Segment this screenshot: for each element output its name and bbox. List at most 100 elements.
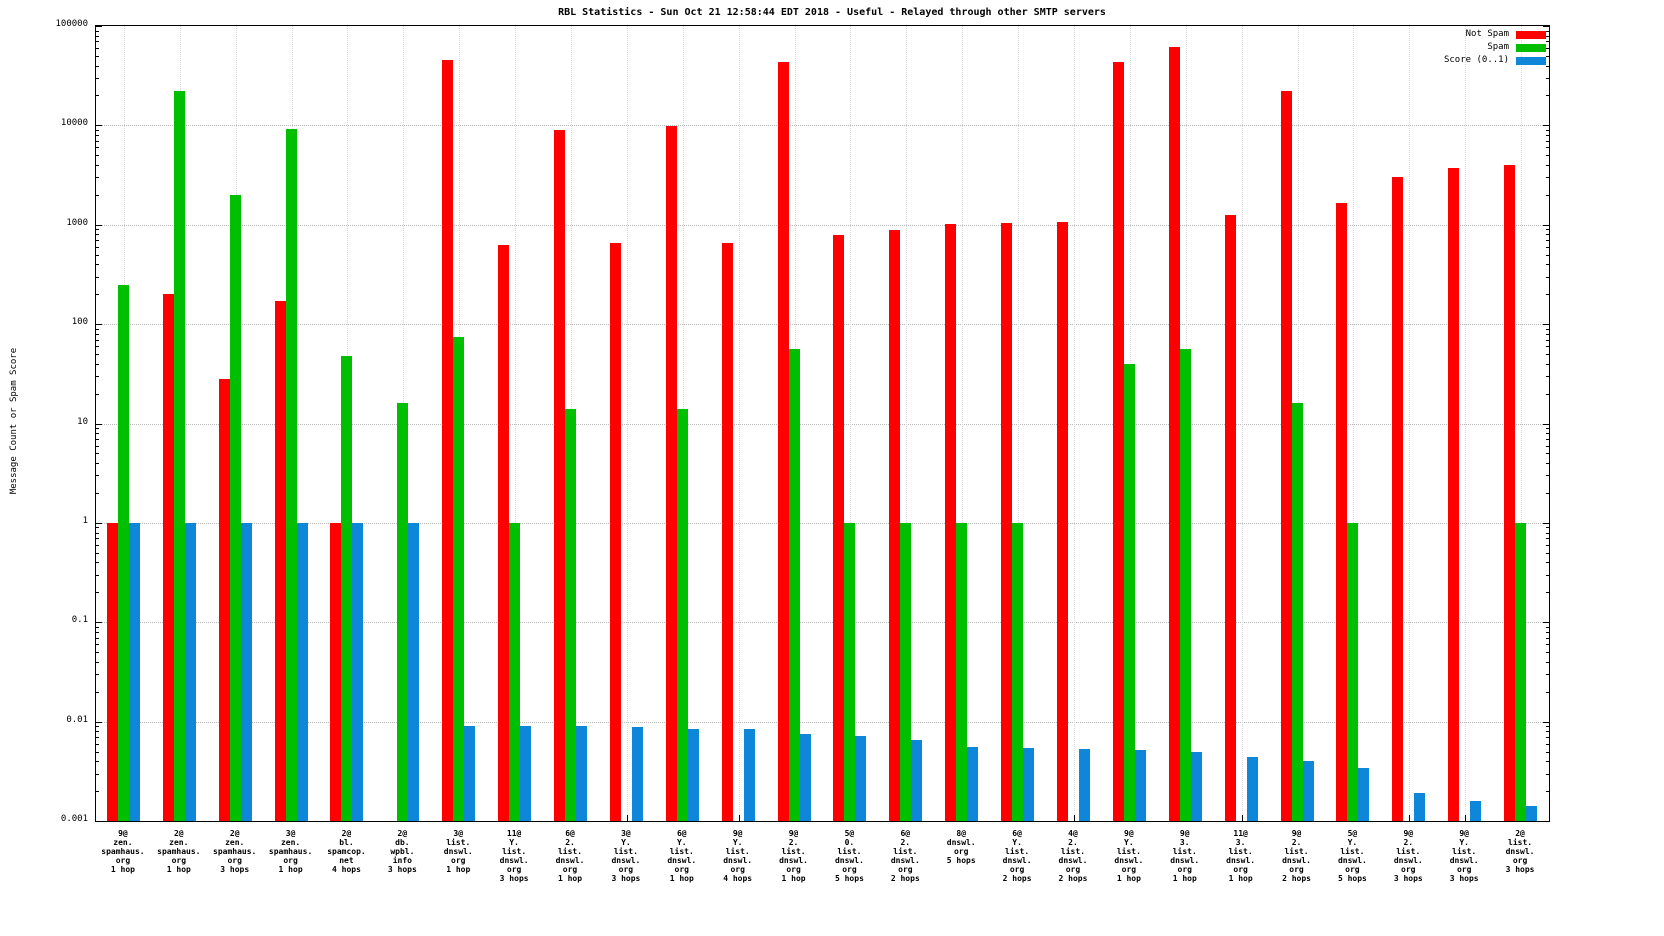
- grid-line-horizontal: [96, 622, 1549, 624]
- bar-spam: [900, 522, 912, 821]
- y-tick-minor: [1546, 393, 1549, 395]
- y-tick-minor: [96, 254, 99, 256]
- bar-spam: [453, 336, 465, 821]
- y-tick-minor: [96, 463, 99, 465]
- bar-not-spam: [1280, 91, 1292, 821]
- y-tick-minor: [96, 726, 99, 728]
- y-tick-minor: [96, 661, 99, 663]
- grid-line-vertical: [515, 26, 517, 821]
- y-tick-minor: [96, 129, 99, 131]
- y-tick-minor: [96, 264, 99, 266]
- bar-spam: [229, 194, 241, 821]
- x-category-label: 9@ zen. spamhaus. org 1 hop: [101, 829, 145, 874]
- grid-line-vertical: [850, 26, 852, 821]
- y-tick-minor: [96, 644, 99, 646]
- y-tick-minor: [1546, 194, 1549, 196]
- bar-score: [1414, 793, 1426, 821]
- x-tick: [1465, 815, 1467, 821]
- bar-not-spam: [162, 294, 174, 821]
- bar-not-spam: [1448, 168, 1460, 821]
- grid-line-vertical: [962, 26, 964, 821]
- y-tick-minor: [1546, 592, 1549, 594]
- bar-not-spam: [106, 522, 118, 821]
- y-tick-major: [1543, 423, 1549, 425]
- y-tick-major: [1543, 224, 1549, 226]
- y-tick-minor: [1546, 562, 1549, 564]
- y-tick-minor: [96, 626, 99, 628]
- legend-entry: Not Spam: [1466, 29, 1546, 40]
- y-tick-label: 0.01: [66, 714, 88, 725]
- bar-not-spam: [1224, 215, 1236, 821]
- x-category-label: 4@ 2. list. dnswl. org 2 hops: [1058, 829, 1088, 883]
- y-tick-minor: [1546, 129, 1549, 131]
- y-tick-minor: [96, 246, 99, 248]
- y-tick-major: [96, 522, 102, 524]
- y-tick-major: [96, 423, 102, 425]
- x-category-label: 2@ zen. spamhaus. org 3 hops: [213, 829, 257, 874]
- grid-line-vertical: [1241, 26, 1243, 821]
- y-tick-minor: [1546, 328, 1549, 330]
- y-tick-minor: [1546, 652, 1549, 654]
- legend-label: Spam: [1487, 42, 1509, 52]
- legend-swatch: [1516, 56, 1546, 65]
- grid-line-vertical: [906, 26, 908, 821]
- bar-spam: [1179, 349, 1191, 821]
- y-tick-minor: [96, 194, 99, 196]
- x-category-label: 6@ Y. list. dnswl. org 2 hops: [1002, 829, 1032, 883]
- y-tick-minor: [1546, 773, 1549, 775]
- bar-score: [576, 726, 588, 821]
- y-tick-minor: [1546, 140, 1549, 142]
- y-tick-minor: [96, 240, 99, 242]
- x-category-label: 11@ Y. list. dnswl. org 3 hops: [499, 829, 529, 883]
- x-category-label: 6@ Y. list. dnswl. org 1 hop: [667, 829, 697, 883]
- y-tick-minor: [96, 339, 99, 341]
- y-tick-minor: [96, 164, 99, 166]
- x-category-label: 6@ 2. list. dnswl. org 2 hops: [890, 829, 920, 883]
- y-tick-minor: [1546, 438, 1549, 440]
- y-tick-minor: [1546, 376, 1549, 378]
- y-tick-minor: [96, 328, 99, 330]
- bar-score: [855, 735, 867, 821]
- bar-not-spam: [721, 243, 733, 821]
- y-tick-minor: [96, 527, 99, 529]
- y-tick-major: [1543, 622, 1549, 624]
- y-tick-minor: [1546, 475, 1549, 477]
- bar-not-spam: [1168, 46, 1180, 821]
- x-category-label: 2@ list. dnswl. org 3 hops: [1505, 829, 1535, 874]
- y-tick-minor: [1546, 229, 1549, 231]
- bar-score: [1358, 768, 1370, 821]
- y-tick-minor: [1546, 433, 1549, 435]
- bar-score: [1023, 748, 1035, 821]
- y-tick-minor: [96, 737, 99, 739]
- y-tick-minor: [1546, 254, 1549, 256]
- y-tick-minor: [1546, 626, 1549, 628]
- bar-spam: [1291, 403, 1303, 821]
- y-tick-minor: [1546, 363, 1549, 365]
- y-tick-minor: [1546, 644, 1549, 646]
- y-tick-minor: [96, 354, 99, 356]
- y-tick-minor: [1546, 463, 1549, 465]
- x-category-label: 9@ 2. list. dnswl. org 1 hop: [779, 829, 808, 883]
- y-tick-major: [96, 125, 102, 127]
- bar-score: [184, 522, 196, 821]
- x-category-label: 9@ 2. list. dnswl. org 2 hops: [1282, 829, 1311, 883]
- bar-not-spam: [1001, 223, 1013, 821]
- y-tick-minor: [96, 592, 99, 594]
- y-tick-minor: [96, 438, 99, 440]
- y-tick-minor: [1546, 492, 1549, 494]
- bar-score: [1470, 800, 1482, 821]
- y-tick-minor: [1546, 35, 1549, 37]
- y-tick-minor: [96, 55, 99, 57]
- bar-score: [911, 740, 923, 821]
- y-tick-minor: [96, 140, 99, 142]
- y-tick-minor: [96, 294, 99, 296]
- y-tick-label: 1000: [66, 217, 88, 228]
- y-tick-minor: [1546, 240, 1549, 242]
- y-tick-minor: [96, 538, 99, 540]
- y-tick-major: [1543, 125, 1549, 127]
- y-tick-minor: [96, 475, 99, 477]
- y-tick-major: [96, 224, 102, 226]
- y-tick-minor: [1546, 147, 1549, 149]
- y-tick-major: [96, 622, 102, 624]
